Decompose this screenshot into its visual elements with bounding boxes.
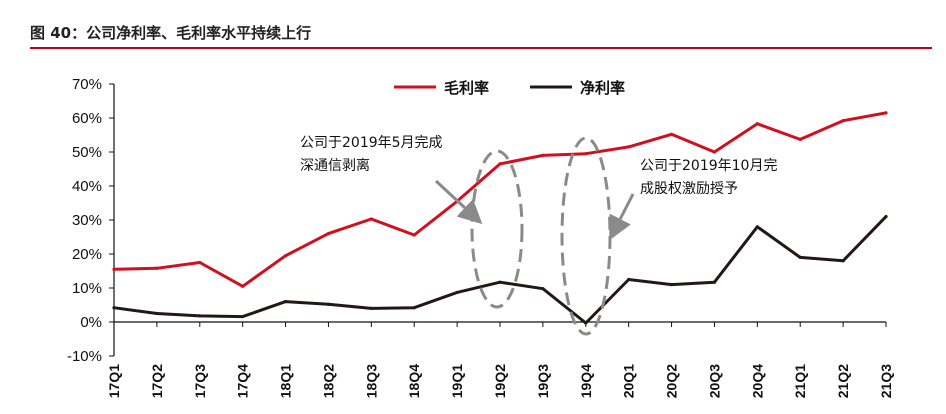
x-tick-label: 21Q1 bbox=[792, 364, 808, 398]
data-point-gross-margin bbox=[884, 111, 888, 115]
x-tick-label: 17Q3 bbox=[192, 364, 208, 398]
legend: 毛利率 净利率 bbox=[394, 79, 625, 97]
y-tick-label: 20% bbox=[72, 246, 102, 263]
series-line-gross-margin bbox=[112, 111, 888, 288]
data-point-net-margin bbox=[155, 311, 159, 316]
arrow-annotation-2 bbox=[609, 193, 635, 241]
data-point-net-margin bbox=[584, 321, 588, 325]
figure-title: 图 40：公司净利率、毛利率水平持续上行 bbox=[30, 24, 312, 42]
data-point-net-margin bbox=[369, 306, 373, 310]
data-point-net-margin bbox=[712, 280, 717, 284]
x-tick-label: 18Q2 bbox=[320, 364, 336, 398]
data-point-gross-margin bbox=[198, 260, 202, 265]
data-point-gross-margin bbox=[669, 132, 674, 136]
data-point-net-margin bbox=[241, 314, 245, 319]
x-tick-label: 21Q2 bbox=[835, 364, 851, 398]
data-point-gross-margin bbox=[627, 145, 631, 149]
annotation-2-line-2: 成股权激励授予 bbox=[640, 180, 738, 197]
data-point-gross-margin bbox=[755, 122, 759, 126]
x-tick-label: 20Q1 bbox=[621, 364, 637, 398]
data-point-gross-margin bbox=[369, 217, 373, 221]
data-point-net-margin bbox=[326, 302, 331, 306]
data-point-net-margin bbox=[755, 225, 759, 229]
y-tick-label: -10% bbox=[67, 348, 102, 365]
data-point-net-margin bbox=[112, 306, 116, 310]
data-point-net-margin bbox=[283, 300, 288, 304]
x-tick-label: 19Q1 bbox=[449, 364, 465, 398]
x-tick-label: 20Q2 bbox=[664, 364, 680, 398]
data-point-gross-margin bbox=[584, 152, 588, 156]
legend-label-gross-margin: 毛利率 bbox=[444, 79, 489, 97]
x-tick-label: 20Q3 bbox=[706, 364, 722, 398]
data-point-gross-margin bbox=[155, 266, 159, 270]
data-point-gross-margin bbox=[798, 137, 802, 142]
series-layer bbox=[112, 111, 888, 325]
y-tick-label: 60% bbox=[72, 110, 102, 127]
x-tick-label: 20Q4 bbox=[749, 364, 765, 398]
data-point-net-margin bbox=[412, 306, 416, 310]
y-tick-label: 40% bbox=[72, 178, 102, 195]
y-tick-label: 0% bbox=[80, 314, 102, 331]
x-tick-label: 18Q3 bbox=[363, 364, 379, 398]
data-point-gross-margin bbox=[241, 284, 245, 288]
y-tick-label: 30% bbox=[72, 212, 102, 229]
x-tick-label: 19Q2 bbox=[492, 364, 508, 398]
y-tick-label: 50% bbox=[72, 144, 102, 161]
data-point-net-margin bbox=[198, 314, 202, 318]
legend-label-net-margin: 净利率 bbox=[580, 79, 625, 97]
data-point-net-margin bbox=[627, 277, 631, 282]
annotation-2-line-1: 公司于2019年10月完 bbox=[640, 158, 777, 174]
arrow-annotation-1 bbox=[434, 179, 483, 225]
data-point-net-margin bbox=[498, 280, 502, 284]
annotation-layer: 公司于2019年5月完成 深通信剥离 公司于2019年10月完 成股权激励授予 bbox=[300, 135, 777, 336]
ellipse-19q4 bbox=[560, 136, 612, 336]
title-rule bbox=[30, 47, 932, 49]
data-point-net-margin bbox=[841, 259, 845, 263]
data-point-gross-margin bbox=[498, 162, 502, 166]
data-point-net-margin bbox=[455, 290, 459, 295]
data-point-net-margin bbox=[541, 287, 545, 291]
data-point-gross-margin bbox=[283, 254, 288, 258]
annotation-1-line-2: 深通信剥离 bbox=[300, 157, 370, 174]
data-point-gross-margin bbox=[326, 232, 331, 236]
data-point-gross-margin bbox=[541, 153, 545, 157]
data-point-gross-margin bbox=[841, 119, 845, 123]
data-point-net-margin bbox=[669, 283, 674, 287]
x-tick-label: 17Q1 bbox=[106, 364, 122, 398]
data-point-net-margin bbox=[884, 215, 888, 219]
x-tick-label: 18Q4 bbox=[406, 364, 422, 398]
x-tick-label: 17Q2 bbox=[149, 364, 165, 398]
x-tick-label: 17Q4 bbox=[235, 364, 251, 398]
axes: -10% 0% 10% 20% 30% 40% 50% 60% 70% 17Q1 17Q2 17Q3 1… bbox=[67, 76, 894, 398]
x-tick-label: 21Q3 bbox=[878, 364, 894, 398]
data-point-gross-margin bbox=[412, 233, 416, 237]
data-point-gross-margin bbox=[112, 267, 116, 271]
y-tick-label: 70% bbox=[72, 76, 102, 93]
data-point-net-margin bbox=[798, 255, 802, 259]
y-tick-label: 10% bbox=[72, 280, 102, 297]
data-point-gross-margin bbox=[712, 150, 717, 154]
x-tick-label: 18Q1 bbox=[278, 364, 294, 398]
x-tick-label: 19Q4 bbox=[578, 364, 594, 398]
ellipse-19q2 bbox=[470, 149, 524, 309]
annotation-1-line-1: 公司于2019年5月完成 bbox=[300, 135, 443, 151]
x-tick-label: 19Q3 bbox=[535, 364, 551, 398]
